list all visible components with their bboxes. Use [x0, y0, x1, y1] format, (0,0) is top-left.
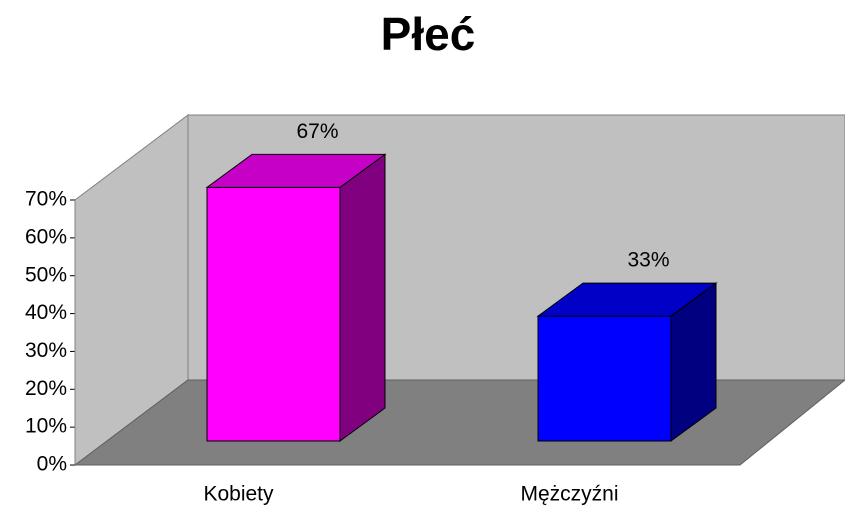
y-tick-label: 50%: [25, 263, 67, 286]
bar-front: [537, 315, 672, 442]
chart-title: Płeć: [381, 8, 476, 60]
floor: [73, 379, 845, 466]
x-tick-label: Kobiety: [203, 483, 274, 506]
y-tick-label: 40%: [25, 301, 67, 324]
value-label: 67%: [296, 120, 338, 143]
bar-top: [205, 153, 387, 188]
y-tick-label: 70%: [25, 188, 67, 211]
bar: [536, 282, 718, 442]
bar-side: [339, 153, 386, 442]
y-tick-label: 60%: [25, 225, 67, 248]
value-label: 33%: [627, 249, 669, 272]
y-tick-label: 0%: [37, 453, 67, 476]
bar-front: [206, 186, 341, 442]
bar: [205, 153, 387, 442]
y-tick-label: 10%: [25, 415, 67, 438]
y-tick-label: 30%: [25, 339, 67, 362]
x-tick-label: Mężczyźni: [520, 483, 618, 506]
bar-top: [536, 282, 718, 317]
y-tick-label: 20%: [25, 377, 67, 400]
